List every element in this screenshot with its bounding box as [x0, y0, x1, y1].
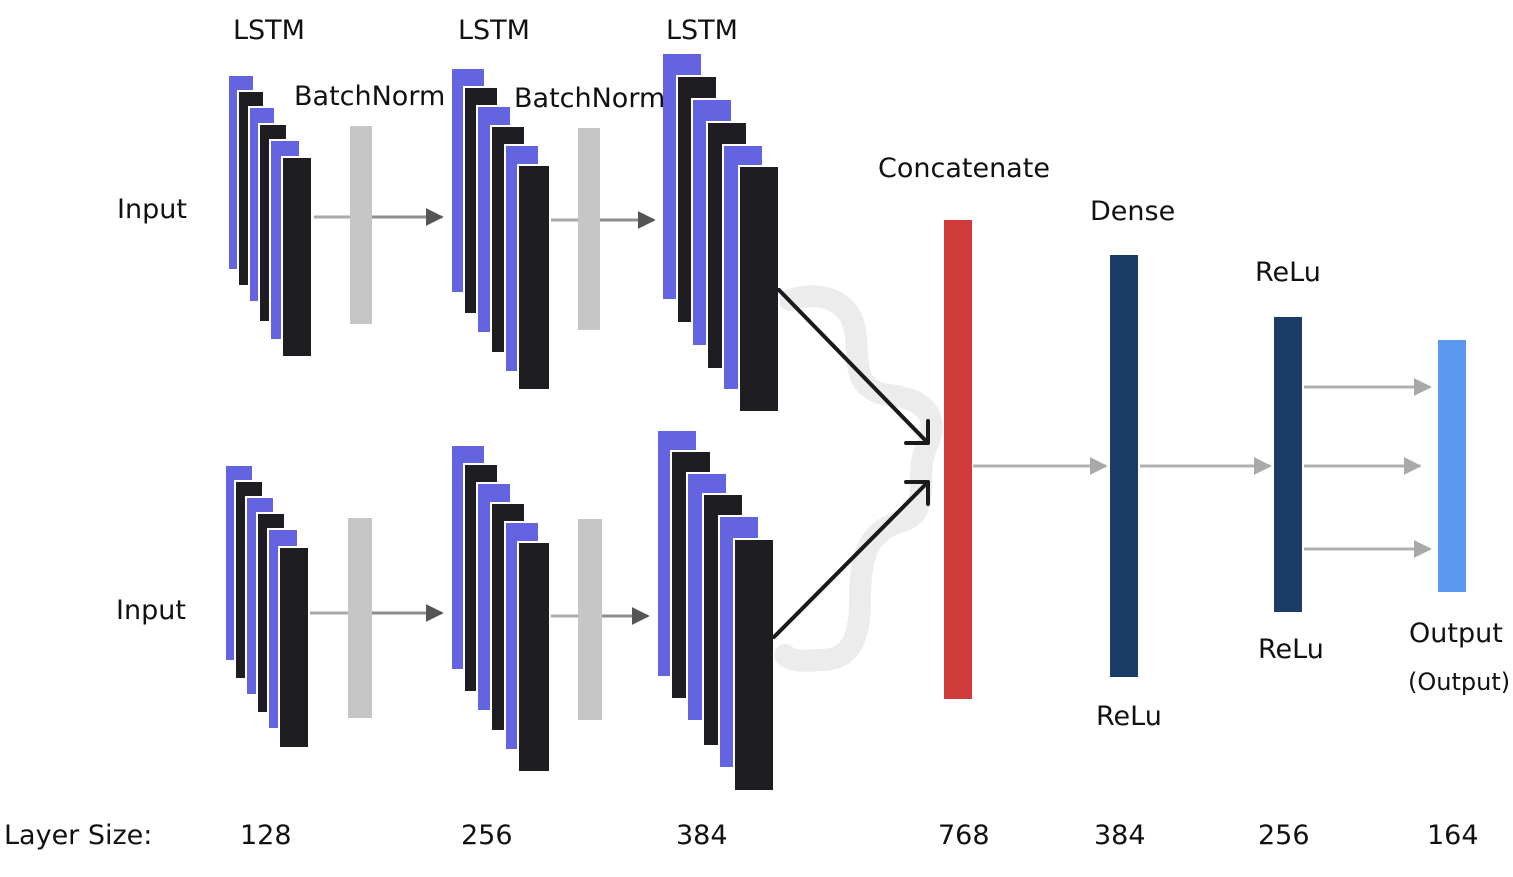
lstm-stack-3-bottom [656, 429, 775, 792]
merge-arrow-bottom [772, 480, 930, 639]
lstm-stack-2-top [450, 67, 551, 391]
label-dense: Dense [1090, 196, 1176, 227]
label-input-top: Input [117, 194, 187, 225]
layer-size-value: 384 [1094, 820, 1146, 851]
layer-size-label: Layer Size: [4, 820, 153, 851]
lstm-stack-1-bottom [224, 464, 310, 749]
relu-layer [1274, 317, 1302, 612]
concatenate-layer [944, 220, 972, 699]
label-batchnorm-1: BatchNorm [294, 81, 446, 112]
label-relu-bottom: ReLu [1258, 634, 1324, 665]
label-output: Output [1409, 618, 1503, 649]
batchnorm-1-bottom [348, 518, 372, 718]
label-batchnorm-2: BatchNorm [514, 83, 666, 114]
batchnorm-1-top [350, 126, 372, 324]
label-input-bottom: Input [116, 595, 186, 626]
label-relu-top: ReLu [1255, 257, 1321, 288]
layer-size-value: 384 [676, 820, 728, 851]
background-scribble [774, 285, 943, 672]
label-concatenate: Concatenate [878, 153, 1050, 184]
label-lstm-3: LSTM [666, 15, 738, 46]
output-layer [1438, 340, 1466, 592]
layer-size-value: 256 [461, 820, 513, 851]
lstm-stack-1-top [227, 74, 313, 358]
label-dense-activation: ReLu [1096, 701, 1162, 732]
dense-layer [1110, 255, 1138, 677]
layer-size-value: 164 [1427, 820, 1479, 851]
lstm-stack-2-bottom [450, 444, 551, 773]
merge-arrow-top [777, 288, 930, 445]
layer-size-value: 256 [1258, 820, 1310, 851]
lstm-stack-3-top [661, 52, 780, 413]
label-lstm-2: LSTM [458, 15, 530, 46]
batchnorm-2-bottom [578, 519, 602, 720]
label-output-sub: (Output) [1408, 668, 1511, 696]
batchnorm-2-top [578, 128, 600, 330]
label-lstm-1: LSTM [233, 15, 305, 46]
layer-size-value: 768 [938, 820, 990, 851]
layer-size-value: 128 [240, 820, 292, 851]
